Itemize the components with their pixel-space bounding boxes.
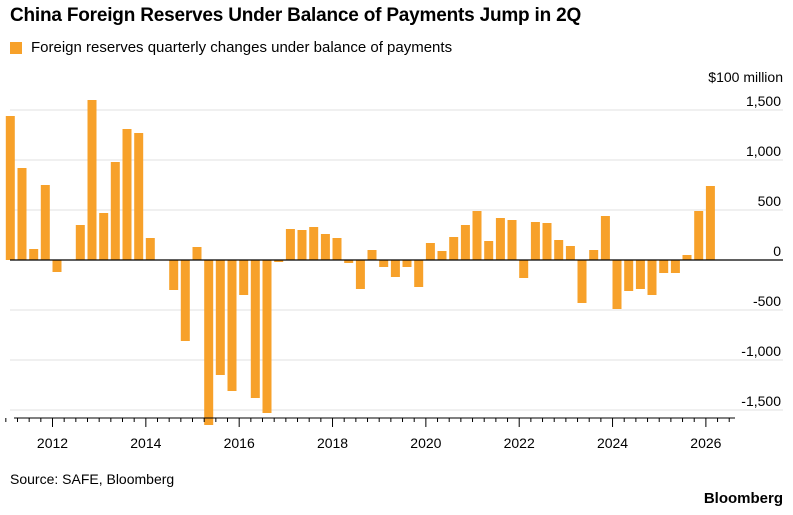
chart-title: China Foreign Reserves Under Balance of … <box>10 5 582 26</box>
bar <box>75 225 85 260</box>
bar <box>40 185 50 260</box>
bar <box>682 255 692 260</box>
bar <box>227 260 237 391</box>
source-note: Source: SAFE, Bloomberg <box>10 471 175 487</box>
bar <box>297 230 307 260</box>
bar <box>425 243 435 260</box>
bar <box>204 260 214 425</box>
y-tick-label: 1,000 <box>746 143 781 159</box>
bar <box>309 227 319 260</box>
y-axis-unit-label: $100 million <box>708 69 783 85</box>
bar <box>635 260 645 289</box>
bar-chart: 1,500 1,000 500 0 -500 -1,000 -1,500 2012 2014 20… <box>5 93 783 451</box>
bar <box>379 260 389 267</box>
bar <box>250 260 260 398</box>
bar <box>519 260 529 278</box>
bar <box>600 216 610 260</box>
bar <box>414 260 424 287</box>
bar <box>484 241 494 260</box>
bar <box>659 260 669 273</box>
bar <box>29 249 39 260</box>
legend-label: Foreign reserves quarterly changes under… <box>31 39 453 56</box>
bar <box>5 116 15 260</box>
bar <box>367 250 377 260</box>
bar <box>624 260 634 291</box>
y-tick-label: -500 <box>753 293 781 309</box>
bar <box>565 246 575 260</box>
y-tick-label: -1,000 <box>741 343 781 359</box>
bar <box>285 229 295 260</box>
bar <box>332 238 342 260</box>
x-tick-label: 2014 <box>130 435 161 451</box>
bar <box>495 218 505 260</box>
axes: 1,500 1,000 500 0 -500 -1,000 -1,500 2012 2014 20… <box>5 93 783 451</box>
bar <box>694 211 704 260</box>
bar <box>390 260 400 277</box>
bar <box>262 260 272 413</box>
bar <box>180 260 190 341</box>
bloomberg-logo: Bloomberg <box>703 490 783 507</box>
bar <box>122 129 132 260</box>
bar <box>344 260 354 263</box>
bar <box>530 222 540 260</box>
bar <box>554 240 564 260</box>
bar <box>577 260 587 303</box>
bar <box>169 260 179 290</box>
bar <box>215 260 225 375</box>
bar <box>647 260 657 295</box>
y-tick-label: -1,500 <box>741 393 781 409</box>
bar <box>192 247 202 260</box>
bar <box>437 251 447 260</box>
bar <box>320 234 330 260</box>
y-tick-label: 500 <box>758 193 782 209</box>
x-tick-label: 2026 <box>690 435 721 451</box>
bar <box>17 168 27 260</box>
bar <box>670 260 680 273</box>
bar <box>145 238 155 260</box>
bar <box>274 260 284 262</box>
x-tick-label: 2012 <box>37 435 68 451</box>
y-tick-label: 0 <box>773 243 781 259</box>
bar <box>134 133 144 260</box>
bar <box>87 100 97 260</box>
bar <box>705 186 715 260</box>
x-tick-label: 2016 <box>224 435 255 451</box>
bar <box>239 260 249 295</box>
y-tick-label: 1,500 <box>746 93 781 109</box>
bar <box>589 250 599 260</box>
x-tick-label: 2024 <box>597 435 628 451</box>
bars <box>5 100 715 425</box>
bar <box>542 223 552 260</box>
x-tick-label: 2018 <box>317 435 348 451</box>
bar <box>110 162 120 260</box>
x-tick-label: 2020 <box>410 435 441 451</box>
bar <box>472 211 482 260</box>
bar <box>402 260 412 267</box>
bar <box>355 260 365 289</box>
bar <box>52 260 62 272</box>
legend-swatch <box>10 41 22 54</box>
bar <box>449 237 459 260</box>
bar <box>99 213 109 260</box>
x-tick-label: 2022 <box>504 435 535 451</box>
legend: Foreign reserves quarterly changes under… <box>10 39 452 56</box>
bar <box>460 225 470 260</box>
bar <box>612 260 622 309</box>
bar <box>507 220 517 260</box>
